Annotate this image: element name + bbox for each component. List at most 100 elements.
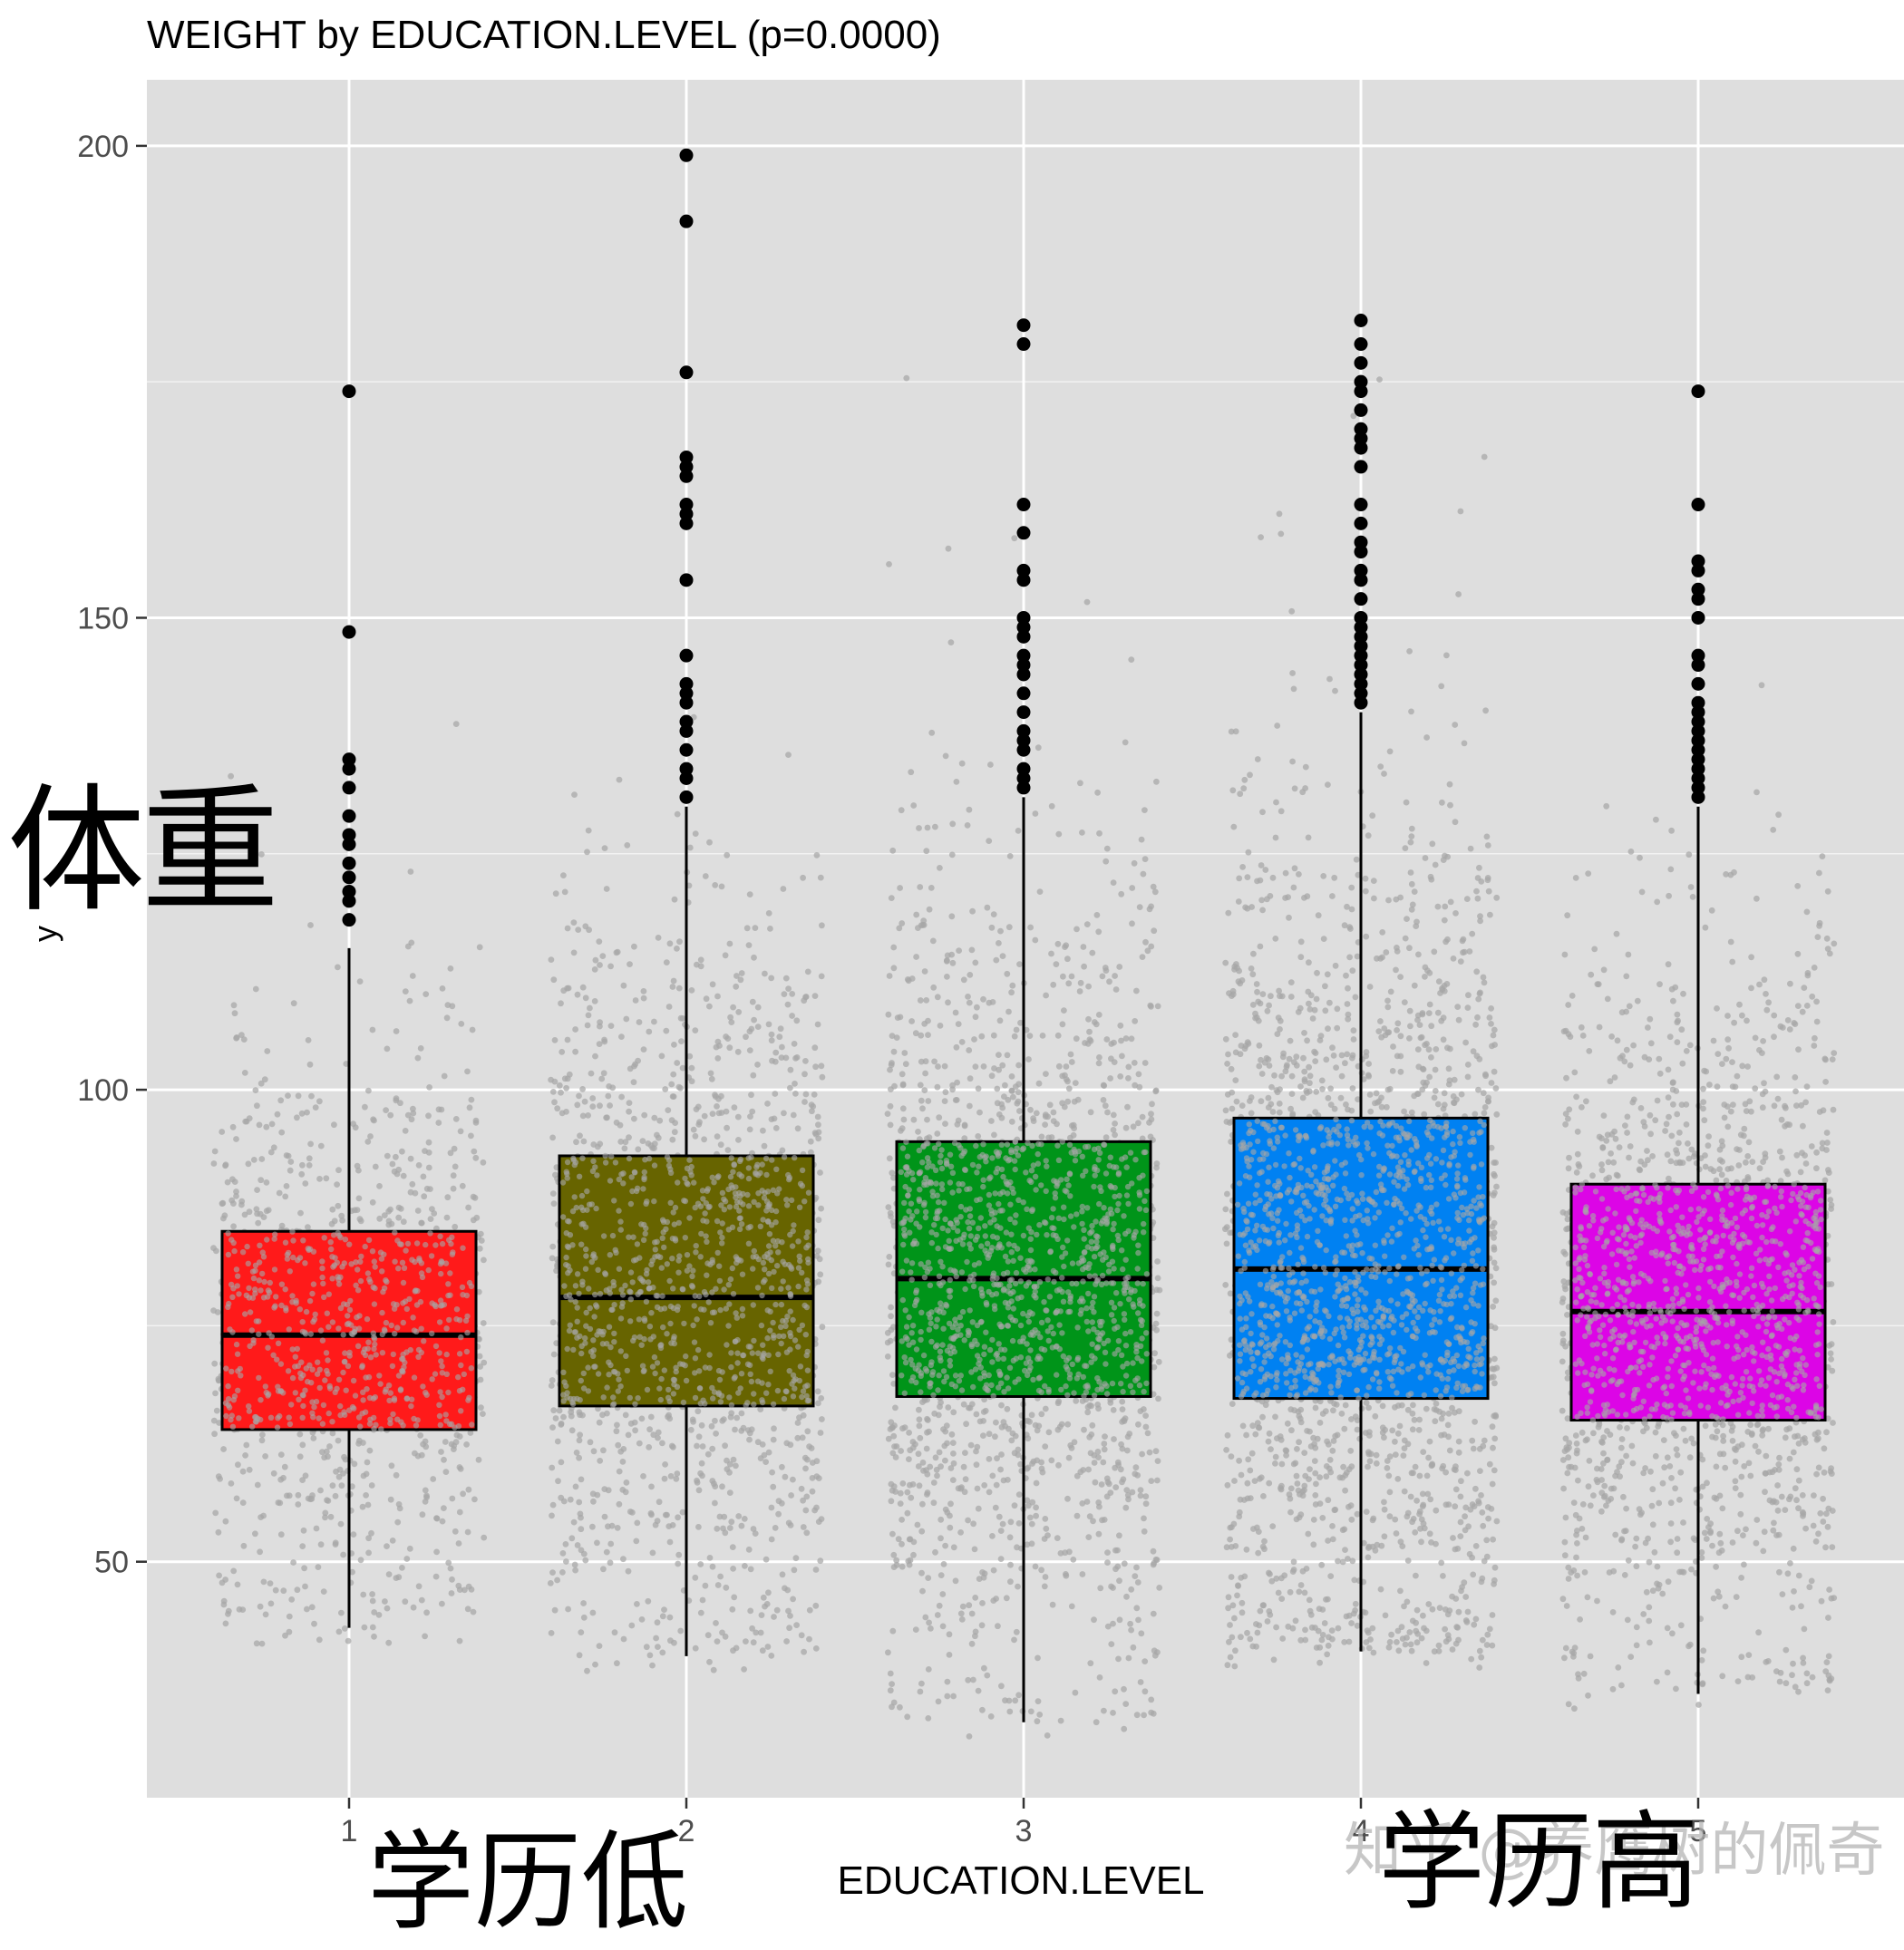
- jitter-point: [1338, 1095, 1345, 1101]
- jitter-point: [706, 1659, 713, 1665]
- jitter-point: [1455, 591, 1462, 597]
- jitter-point: [399, 1149, 405, 1155]
- jitter-point: [560, 872, 567, 878]
- jitter-point: [1139, 1451, 1145, 1458]
- jitter-point: [1302, 1627, 1308, 1634]
- jitter-point: [240, 1469, 247, 1475]
- jitter-point: [478, 1404, 484, 1411]
- jitter-point: [1273, 835, 1279, 841]
- jitter-point: [1465, 1609, 1472, 1615]
- jitter-point: [1069, 974, 1075, 980]
- jitter-point: [907, 1537, 913, 1543]
- jitter-point: [600, 1566, 607, 1572]
- jitter-point: [1118, 1038, 1124, 1044]
- jitter-point: [1394, 1053, 1401, 1060]
- jitter-point: [967, 1000, 973, 1006]
- jitter-point: [581, 1551, 588, 1557]
- jitter-point: [788, 1067, 794, 1073]
- jitter-point: [647, 1653, 654, 1659]
- jitter-point: [1078, 980, 1084, 986]
- jitter-point: [259, 1437, 266, 1443]
- jitter-point: [1119, 1053, 1125, 1060]
- jitter-point: [257, 1604, 264, 1610]
- jitter-point: [408, 1156, 414, 1162]
- jitter-point: [1472, 1486, 1479, 1492]
- jitter-point: [558, 1495, 564, 1501]
- jitter-point: [995, 1623, 1001, 1629]
- jitter-point: [1329, 893, 1336, 899]
- jitter-point: [371, 1634, 377, 1640]
- jitter-point: [946, 546, 952, 552]
- jitter-point: [584, 1668, 590, 1674]
- jitter-point: [932, 824, 938, 830]
- jitter-point: [937, 865, 943, 871]
- jitter-point: [631, 1116, 637, 1122]
- jitter-point: [1014, 1027, 1020, 1033]
- jitter-point: [1258, 1098, 1265, 1104]
- jitter-point: [1071, 1132, 1077, 1139]
- jitter-point: [621, 983, 627, 989]
- jitter-point: [376, 1216, 383, 1222]
- jitter-point: [1055, 1398, 1062, 1404]
- jitter-point: [228, 1480, 235, 1487]
- jitter-point: [771, 1425, 777, 1431]
- jitter-point: [1371, 878, 1377, 884]
- jitter-point: [426, 1165, 432, 1171]
- jitter-point: [899, 1480, 906, 1487]
- jitter-point: [712, 1483, 718, 1489]
- jitter-point: [662, 1461, 668, 1468]
- jitter-point: [1473, 1616, 1480, 1623]
- jitter-point: [963, 1421, 969, 1427]
- jitter-point: [947, 1500, 954, 1507]
- jitter-point: [1123, 1125, 1130, 1131]
- jitter-point: [1408, 1642, 1414, 1648]
- jitter-point: [1428, 1054, 1434, 1061]
- jitter-point: [785, 1608, 792, 1615]
- jitter-point: [1306, 1476, 1312, 1482]
- jitter-point: [819, 1062, 825, 1069]
- jitter-point: [1413, 1498, 1420, 1504]
- jitter-point: [967, 1733, 973, 1740]
- jitter-point: [1349, 907, 1355, 913]
- jitter-point: [885, 1353, 891, 1360]
- jitter-point: [1414, 1091, 1421, 1097]
- jitter-point: [582, 1557, 588, 1564]
- jitter-point: [1132, 1470, 1138, 1477]
- jitter-point: [309, 1604, 316, 1610]
- jitter-point: [1112, 1547, 1119, 1554]
- jitter-point: [1452, 910, 1459, 917]
- jitter-point: [1035, 1428, 1041, 1434]
- jitter-point: [578, 1526, 584, 1532]
- jitter-point: [612, 1629, 618, 1635]
- jitter-point: [739, 1411, 745, 1417]
- jitter-point: [889, 1450, 896, 1457]
- jitter-point: [641, 995, 647, 1002]
- jitter-point: [1409, 1470, 1415, 1476]
- jitter-point: [1327, 1085, 1334, 1091]
- jitter-point: [577, 1431, 583, 1438]
- jitter-point: [351, 1531, 357, 1538]
- jitter-point: [1330, 1407, 1336, 1413]
- jitter-point: [891, 965, 898, 971]
- jitter-point: [551, 1200, 558, 1207]
- jitter-point: [1304, 1037, 1310, 1043]
- jitter-point: [733, 973, 740, 979]
- jitter-point: [1432, 1418, 1438, 1424]
- jitter-point: [436, 1106, 442, 1112]
- jitter-point: [1073, 1690, 1079, 1696]
- jitter-point: [896, 1536, 902, 1542]
- jitter-point: [967, 972, 973, 978]
- jitter-point: [1111, 879, 1117, 886]
- jitter-point: [600, 1447, 607, 1453]
- jitter-point: [576, 1455, 582, 1461]
- jitter-point: [1132, 1082, 1138, 1089]
- jitter-point: [384, 1153, 391, 1159]
- jitter-point: [1343, 1101, 1349, 1108]
- jitter-point: [409, 1116, 415, 1122]
- jitter-point: [345, 1638, 352, 1644]
- jitter-point: [648, 1512, 655, 1518]
- jitter-point: [1117, 1073, 1123, 1080]
- jitter-point: [656, 935, 662, 941]
- jitter-point: [959, 761, 966, 767]
- jitter-point: [1319, 1078, 1326, 1084]
